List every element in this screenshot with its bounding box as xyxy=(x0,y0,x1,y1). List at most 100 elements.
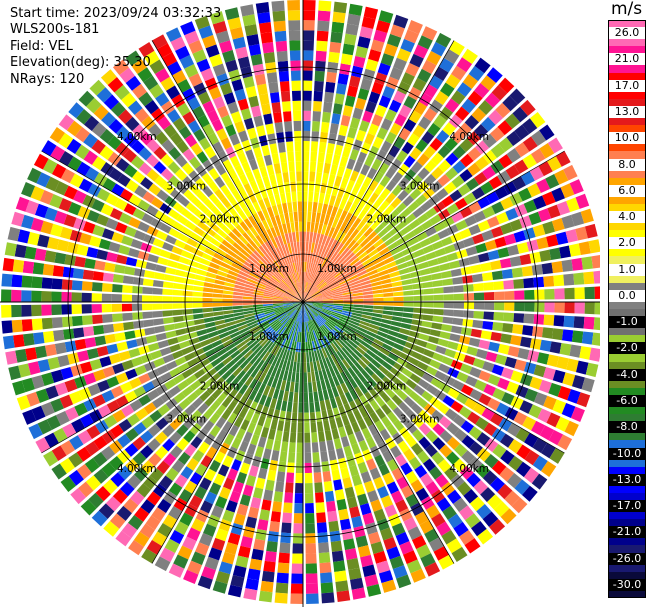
velocity-gate xyxy=(184,444,197,457)
velocity-gate xyxy=(319,285,329,292)
velocity-gate xyxy=(377,380,389,391)
velocity-gate xyxy=(408,356,420,367)
velocity-gate xyxy=(322,358,329,369)
velocity-gate xyxy=(428,75,444,90)
velocity-gate xyxy=(554,302,565,313)
velocity-gate xyxy=(358,406,369,418)
velocity-gate xyxy=(456,82,472,97)
velocity-gate xyxy=(412,124,426,138)
velocity-gate xyxy=(101,293,112,302)
range-ring-label: 4.00km xyxy=(117,463,157,475)
velocity-gate xyxy=(333,352,342,363)
velocity-gate xyxy=(319,359,325,370)
velocity-gate xyxy=(593,317,600,331)
velocity-gate xyxy=(432,279,443,287)
velocity-gate xyxy=(467,90,483,106)
velocity-gate xyxy=(218,266,230,274)
velocity-gate xyxy=(367,489,379,503)
velocity-gate xyxy=(127,247,140,258)
velocity-gate xyxy=(59,457,75,474)
velocity-gate xyxy=(249,354,259,365)
velocity-gate xyxy=(274,193,282,205)
velocity-gate xyxy=(65,406,79,421)
velocity-gate xyxy=(357,251,368,260)
velocity-gate xyxy=(21,377,35,393)
velocity-gate xyxy=(437,174,451,187)
velocity-gate xyxy=(425,207,438,219)
velocity-gate xyxy=(243,398,253,410)
velocity-gate xyxy=(417,167,430,180)
velocity-gate xyxy=(413,44,429,59)
velocity-gate xyxy=(497,247,510,259)
velocity-gate xyxy=(284,233,290,244)
velocity-gate xyxy=(490,331,502,342)
velocity-gate xyxy=(389,122,402,136)
velocity-gate xyxy=(295,331,299,342)
velocity-gate xyxy=(61,316,73,328)
velocity-gate xyxy=(454,428,468,442)
velocity-gate xyxy=(321,308,332,313)
velocity-gate xyxy=(451,175,465,188)
velocity-gate xyxy=(225,342,236,352)
velocity-gate xyxy=(323,272,332,281)
velocity-gate xyxy=(443,294,454,301)
velocity-gate xyxy=(93,104,109,121)
velocity-gate xyxy=(215,248,227,257)
velocity-gate xyxy=(411,535,427,550)
velocity-gate xyxy=(540,442,556,459)
velocity-gate xyxy=(382,85,395,99)
velocity-gate xyxy=(318,390,324,402)
velocity-gate xyxy=(281,234,287,245)
velocity-gate xyxy=(425,251,437,261)
velocity-gate xyxy=(511,267,523,278)
velocity-gate xyxy=(341,359,351,370)
velocity-gate xyxy=(303,298,313,302)
velocity-gate xyxy=(491,364,505,376)
velocity-gate xyxy=(333,1,348,14)
velocity-gate xyxy=(288,232,293,243)
velocity-gate xyxy=(416,180,429,193)
velocity-gate xyxy=(147,369,160,380)
velocity-gate xyxy=(315,502,326,513)
velocity-gate xyxy=(186,457,199,471)
velocity-gate xyxy=(237,274,248,281)
velocity-gate xyxy=(207,180,219,193)
velocity-gate xyxy=(312,263,318,274)
velocity-gate xyxy=(292,331,297,342)
velocity-gate xyxy=(122,275,134,285)
velocity-gate xyxy=(436,129,450,144)
velocity-gate xyxy=(309,402,315,413)
velocity-gate xyxy=(334,144,344,156)
velocity-gate xyxy=(244,410,254,422)
velocity-gate xyxy=(514,302,525,312)
velocity-gate xyxy=(369,323,380,331)
velocity-gate xyxy=(222,455,234,468)
velocity-gate xyxy=(465,513,481,529)
velocity-gate xyxy=(162,438,176,452)
velocity-gate xyxy=(524,388,538,402)
velocity-gate xyxy=(326,183,334,195)
velocity-gate xyxy=(296,452,303,464)
velocity-gate xyxy=(419,268,431,276)
velocity-gate xyxy=(308,285,316,295)
velocity-gate xyxy=(311,351,316,362)
velocity-gate xyxy=(241,139,252,152)
velocity-gate xyxy=(504,302,515,311)
velocity-gate xyxy=(346,324,357,332)
velocity-gate xyxy=(276,347,283,358)
velocity-gate xyxy=(500,196,514,210)
velocity-gate xyxy=(198,334,210,342)
velocity-gate xyxy=(387,241,399,251)
velocity-gate xyxy=(554,288,565,300)
velocity-gate xyxy=(190,342,202,352)
velocity-gate xyxy=(227,468,239,481)
velocity-gate xyxy=(451,211,464,223)
velocity-gate xyxy=(396,219,409,230)
velocity-gate xyxy=(243,386,253,398)
velocity-gate xyxy=(150,108,165,123)
velocity-gate xyxy=(336,590,351,602)
velocity-gate xyxy=(92,314,103,325)
velocity-gate xyxy=(468,456,483,472)
velocity-gate xyxy=(303,292,306,302)
